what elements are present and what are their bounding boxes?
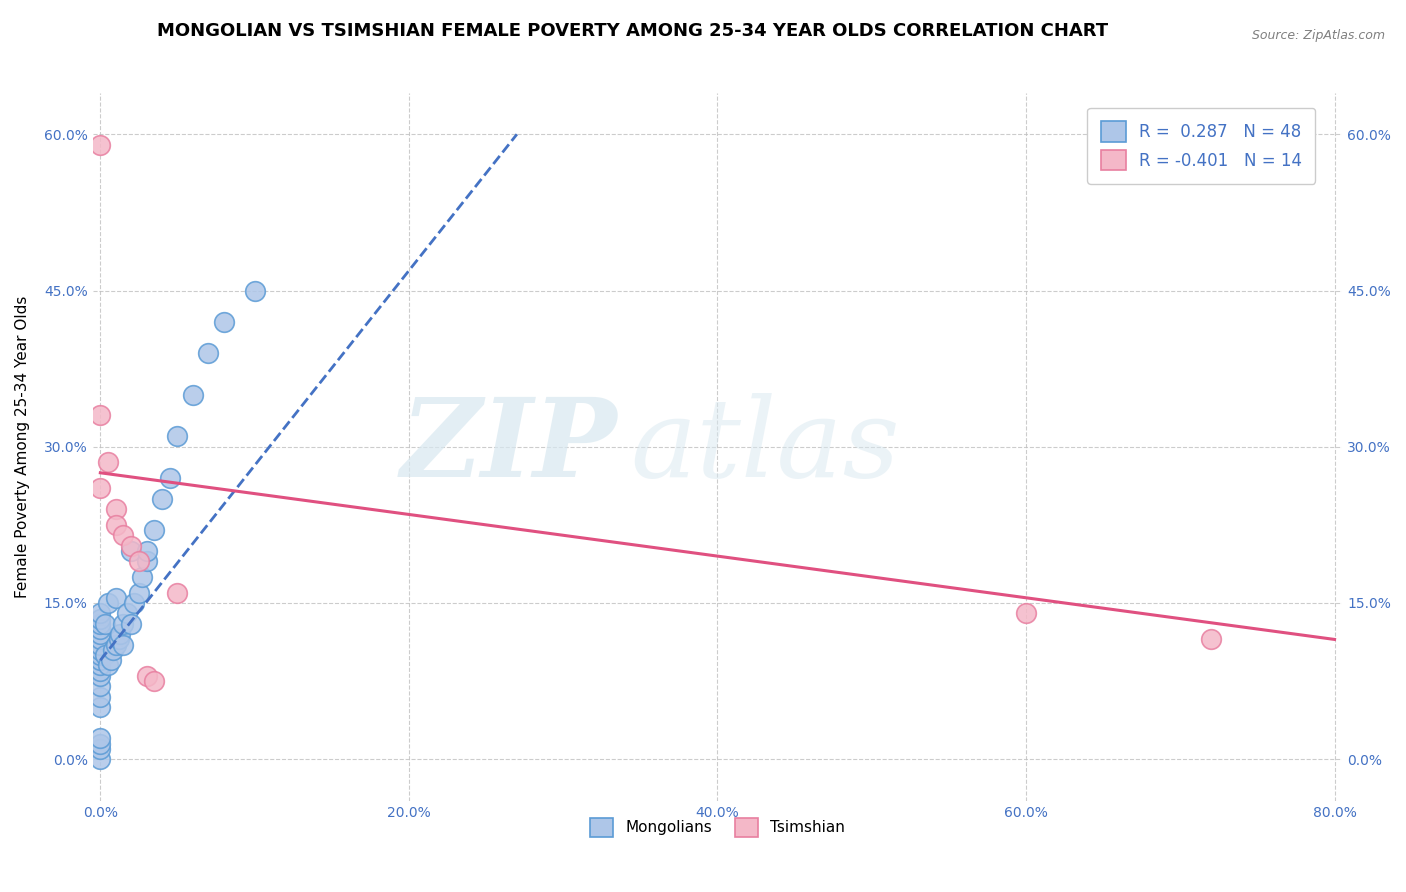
Point bbox=[112, 638, 135, 652]
Point bbox=[135, 669, 157, 683]
Point bbox=[89, 658, 111, 673]
Point bbox=[89, 632, 111, 647]
Point bbox=[89, 669, 111, 683]
Point bbox=[112, 616, 135, 631]
Legend: Mongolians, Tsimshian: Mongolians, Tsimshian bbox=[583, 812, 851, 843]
Point bbox=[135, 544, 157, 558]
Point bbox=[159, 471, 181, 485]
Point bbox=[89, 664, 111, 678]
Point bbox=[89, 700, 111, 714]
Point bbox=[97, 596, 120, 610]
Point bbox=[97, 455, 120, 469]
Point bbox=[143, 523, 166, 537]
Point bbox=[108, 632, 131, 647]
Point bbox=[89, 137, 111, 152]
Point bbox=[243, 284, 266, 298]
Point bbox=[112, 528, 135, 542]
Point bbox=[89, 622, 111, 636]
Point bbox=[120, 616, 142, 631]
Point bbox=[89, 643, 111, 657]
Point bbox=[100, 653, 122, 667]
Point bbox=[150, 491, 173, 506]
Point bbox=[101, 643, 124, 657]
Point bbox=[89, 612, 111, 626]
Point bbox=[197, 346, 219, 360]
Point bbox=[97, 658, 120, 673]
Y-axis label: Female Poverty Among 25-34 Year Olds: Female Poverty Among 25-34 Year Olds bbox=[15, 295, 30, 598]
Point bbox=[94, 648, 117, 662]
Point bbox=[89, 638, 111, 652]
Point bbox=[115, 607, 138, 621]
Point bbox=[89, 648, 111, 662]
Point bbox=[89, 482, 111, 496]
Point bbox=[1015, 607, 1038, 621]
Point bbox=[104, 591, 127, 605]
Point bbox=[104, 517, 127, 532]
Point bbox=[89, 607, 111, 621]
Point bbox=[166, 429, 188, 443]
Point bbox=[120, 539, 142, 553]
Point bbox=[89, 653, 111, 667]
Point bbox=[104, 638, 127, 652]
Point bbox=[128, 554, 150, 568]
Point bbox=[212, 315, 235, 329]
Point bbox=[131, 570, 153, 584]
Point bbox=[104, 502, 127, 516]
Point bbox=[89, 752, 111, 766]
Point bbox=[89, 737, 111, 751]
Point bbox=[135, 554, 157, 568]
Point bbox=[128, 585, 150, 599]
Point bbox=[89, 627, 111, 641]
Text: atlas: atlas bbox=[630, 393, 900, 500]
Point bbox=[94, 616, 117, 631]
Text: ZIP: ZIP bbox=[401, 393, 617, 500]
Point bbox=[89, 690, 111, 704]
Point bbox=[110, 627, 132, 641]
Point bbox=[89, 616, 111, 631]
Text: MONGOLIAN VS TSIMSHIAN FEMALE POVERTY AMONG 25-34 YEAR OLDS CORRELATION CHART: MONGOLIAN VS TSIMSHIAN FEMALE POVERTY AM… bbox=[157, 22, 1108, 40]
Point bbox=[143, 674, 166, 689]
Point bbox=[1199, 632, 1222, 647]
Point bbox=[89, 731, 111, 746]
Point bbox=[89, 409, 111, 423]
Point bbox=[89, 679, 111, 693]
Point bbox=[166, 585, 188, 599]
Point bbox=[89, 741, 111, 756]
Point bbox=[181, 387, 204, 401]
Point bbox=[124, 596, 146, 610]
Point bbox=[120, 544, 142, 558]
Text: Source: ZipAtlas.com: Source: ZipAtlas.com bbox=[1251, 29, 1385, 42]
